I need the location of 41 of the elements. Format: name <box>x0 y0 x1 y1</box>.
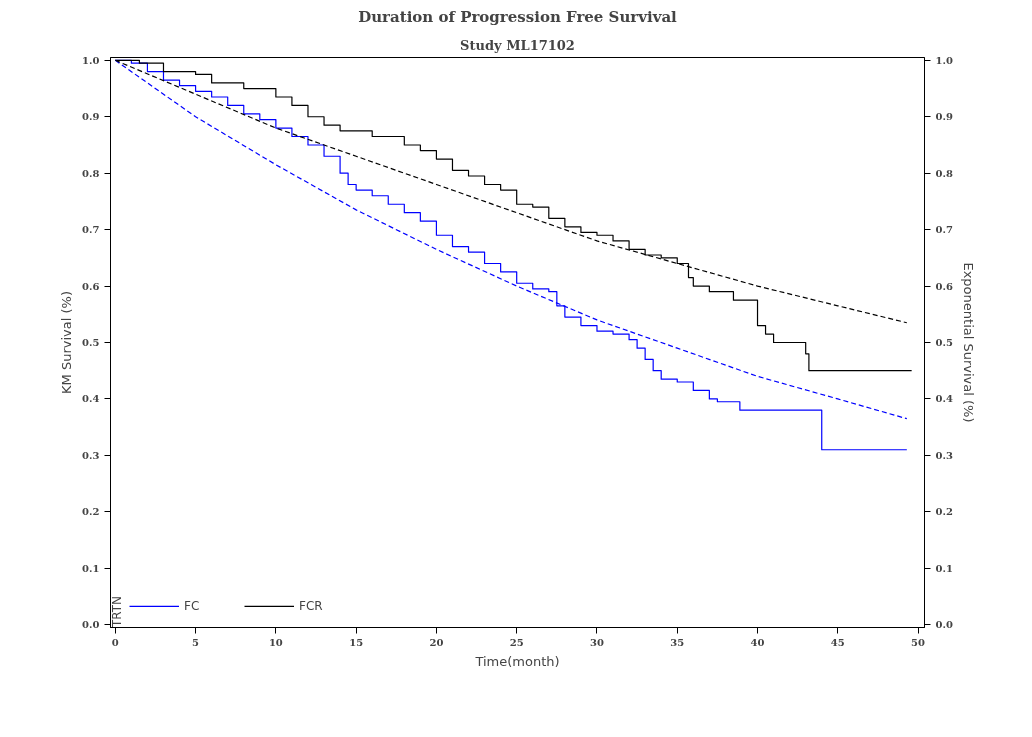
legend-label: FC <box>184 598 201 613</box>
chart-title: Duration of Progression Free Survival <box>358 7 678 26</box>
y-tick-label: 0.5 <box>82 337 100 348</box>
y2-tick-label: 0.4 <box>935 393 953 405</box>
legend-label: FCR <box>299 598 323 613</box>
y2-tick-label: 0.8 <box>935 167 953 179</box>
y2-tick-label: 0.0 <box>935 619 953 631</box>
legend-title: TRTN <box>110 595 124 627</box>
y-tick-label: 0.8 <box>82 167 100 179</box>
x-tick-label: 5 <box>192 636 200 648</box>
x-tick-label: 20 <box>429 636 444 648</box>
y2-tick-label: 0.9 <box>935 111 953 123</box>
x-tick-label: 25 <box>509 636 524 648</box>
x-tick-label: 35 <box>670 636 685 648</box>
x-axis-title: Time(month) <box>474 653 560 669</box>
y2-tick-label: 0.5 <box>935 337 953 348</box>
y-tick-label: 0.0 <box>82 619 100 631</box>
y-tick-label: 0.7 <box>82 224 100 236</box>
x-tick-label: 15 <box>349 636 364 648</box>
y2-tick-label: 1.0 <box>935 54 953 66</box>
x-tick-label: 0 <box>111 636 119 648</box>
y2-axis-title: Exponential Survival (%) <box>960 262 976 423</box>
y-tick-label: 0.4 <box>82 393 100 405</box>
y-axis-title: KM Survival (%) <box>59 291 75 394</box>
x-tick-label: 10 <box>268 636 283 648</box>
y2-tick-label: 0.7 <box>935 224 953 236</box>
y2-tick-label: 0.6 <box>935 280 953 292</box>
y-tick-label: 0.6 <box>82 280 100 292</box>
x-tick-label: 45 <box>830 636 845 648</box>
y2-tick-label: 0.3 <box>935 449 953 461</box>
y-tick-label: 0.2 <box>82 506 100 518</box>
y-tick-label: 0.9 <box>82 111 100 123</box>
y-tick-label: 1.0 <box>82 54 100 66</box>
chart-subtitle: Study ML17102 <box>460 37 575 53</box>
x-tick-label: 30 <box>590 636 604 648</box>
y2-tick-label: 0.1 <box>935 562 953 574</box>
y-tick-label: 0.3 <box>82 449 100 461</box>
x-tick-label: 50 <box>911 636 926 648</box>
y-tick-label: 0.1 <box>82 562 100 574</box>
x-tick-label: 40 <box>750 636 765 648</box>
y2-tick-label: 0.2 <box>935 506 953 518</box>
